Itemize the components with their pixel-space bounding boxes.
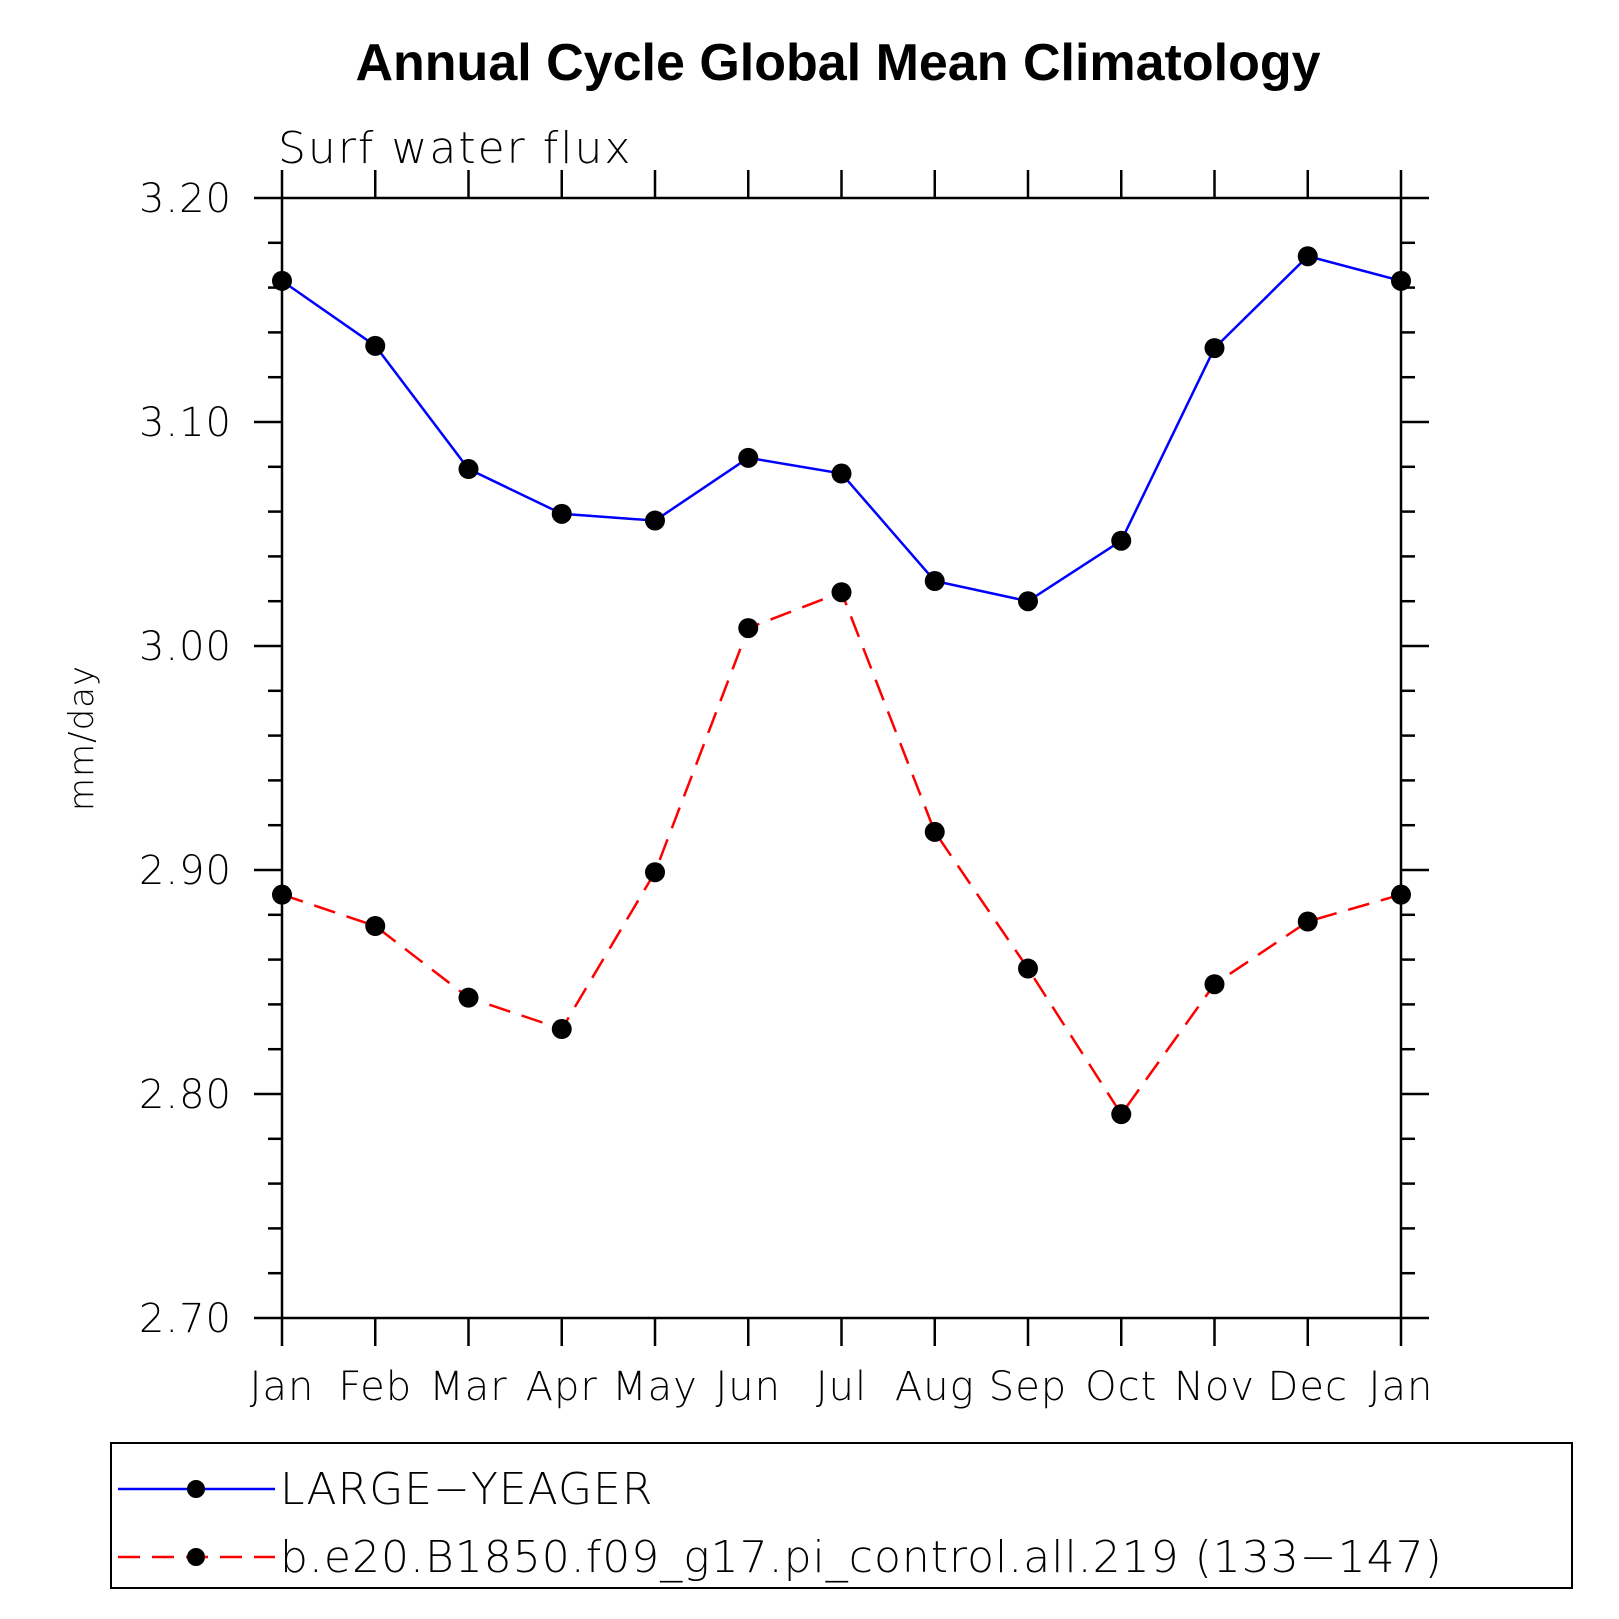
y-tick-label: 3.10 bbox=[139, 400, 232, 446]
series-line-0 bbox=[281, 254, 1402, 603]
plot-area bbox=[280, 196, 1403, 1320]
series-layer bbox=[272, 246, 1411, 1125]
series-1-point bbox=[458, 987, 479, 1008]
series-0-point bbox=[365, 335, 386, 356]
series-0-point bbox=[1018, 591, 1038, 612]
series-1-point bbox=[1297, 911, 1318, 932]
x-tick-label: Feb bbox=[338, 1364, 412, 1410]
series-0-point bbox=[551, 503, 572, 524]
series-1-point bbox=[365, 916, 386, 936]
series-1-point bbox=[1111, 1104, 1132, 1125]
series-0-point bbox=[831, 463, 852, 484]
x-tick-label: Apr bbox=[526, 1364, 598, 1410]
x-tick-label: Jun bbox=[716, 1364, 782, 1410]
x-tick-label: Sep bbox=[989, 1364, 1067, 1410]
x-tick-label: Nov bbox=[1174, 1364, 1255, 1410]
y-tick-label: 3.00 bbox=[139, 624, 232, 670]
series-1-point bbox=[272, 884, 292, 905]
x-tick-label: Oct bbox=[1085, 1364, 1157, 1410]
series-1-point bbox=[1018, 958, 1038, 979]
series-1-point bbox=[1204, 974, 1225, 995]
plot-frame bbox=[280, 196, 1403, 1320]
x-tick-label: Mar bbox=[429, 1364, 507, 1410]
x-tick-label: Jul bbox=[816, 1364, 867, 1410]
y-tick-label: 2.80 bbox=[139, 1072, 232, 1118]
x-tick-label: May bbox=[612, 1364, 698, 1410]
series-1-point bbox=[1391, 884, 1411, 905]
x-tick-label: Jan bbox=[250, 1364, 315, 1410]
legend-swatch-marker-pi-control bbox=[187, 1548, 205, 1566]
y-tick-label: 2.90 bbox=[139, 848, 232, 894]
legend-label-pi-control: b.e20.B1850.f09_g17.pi_control.all.219 (… bbox=[280, 1532, 1443, 1583]
series-0-point bbox=[1111, 530, 1132, 551]
x-tick-label: Dec bbox=[1268, 1364, 1348, 1410]
y-axis: 2.70 2.80 2.90 3.00 3.10 3.20 bbox=[139, 176, 1429, 1342]
series-1-point bbox=[645, 862, 665, 883]
x-tick-label: Aug bbox=[895, 1364, 975, 1410]
series-1-point bbox=[551, 1019, 572, 1040]
series-0-point bbox=[1297, 246, 1318, 267]
series-1-point bbox=[924, 821, 945, 842]
series-0-point bbox=[738, 447, 759, 468]
series-0-point bbox=[458, 459, 479, 480]
series-1-point bbox=[738, 618, 759, 639]
series-0-point bbox=[645, 510, 665, 531]
series-0-point bbox=[1204, 338, 1225, 359]
series-0-point bbox=[924, 571, 945, 592]
y-axis-label: mm/day bbox=[62, 665, 102, 811]
series-1-point bbox=[831, 582, 852, 603]
legend-label-large-yeager: LARGE−YEAGER bbox=[280, 1464, 653, 1515]
series-0-point bbox=[272, 270, 292, 291]
y-tick-label: 2.70 bbox=[139, 1296, 232, 1342]
x-axis: Jan Feb Mar Apr May Jun Jul Aug Sep Oct Nov Dec Jan bbox=[250, 170, 1434, 1410]
y-tick-label: 3.20 bbox=[139, 176, 232, 222]
legend-swatch-marker-large-yeager bbox=[187, 1480, 205, 1498]
series-line-1 bbox=[281, 590, 1402, 1117]
chart-title: Annual Cycle Global Mean Climatology bbox=[355, 34, 1320, 92]
legend-box bbox=[110, 1442, 1573, 1589]
series-0-point bbox=[1391, 270, 1411, 291]
x-tick-label: Jan bbox=[1369, 1364, 1434, 1410]
legend: LARGE−YEAGER b.e20.B1850.f09_g17.pi_cont… bbox=[110, 1442, 1573, 1589]
chart-subtitle: Surf water flux bbox=[278, 123, 632, 174]
